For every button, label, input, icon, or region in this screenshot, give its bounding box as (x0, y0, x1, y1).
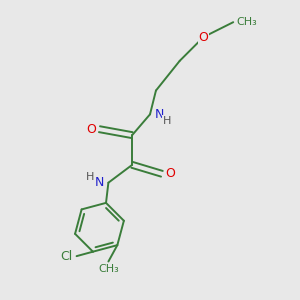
Text: N: N (154, 108, 164, 121)
Text: H: H (86, 172, 95, 182)
Text: CH₃: CH₃ (237, 17, 257, 27)
Text: O: O (86, 123, 96, 136)
Text: O: O (199, 31, 208, 44)
Text: CH₃: CH₃ (98, 264, 119, 274)
Text: O: O (166, 167, 175, 180)
Text: N: N (94, 176, 104, 189)
Text: H: H (163, 116, 171, 126)
Text: Cl: Cl (60, 250, 72, 262)
